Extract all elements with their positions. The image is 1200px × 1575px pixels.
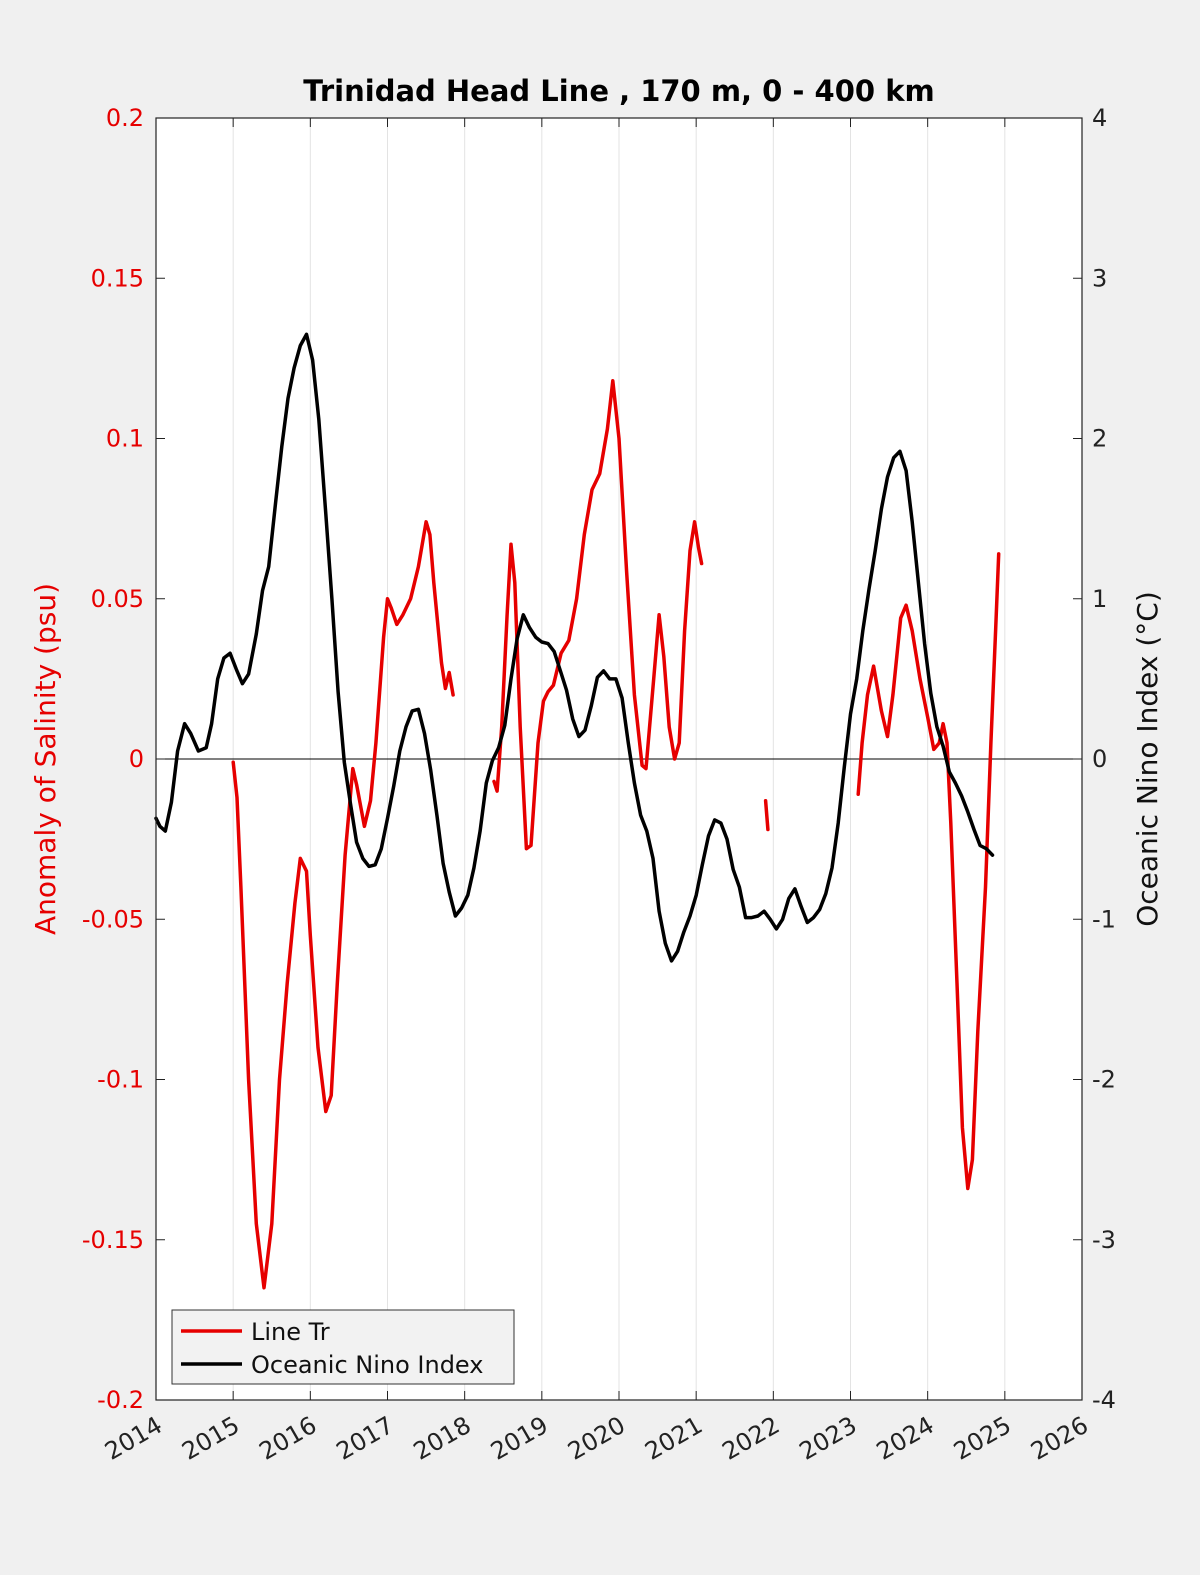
right-axis-label: Oceanic Nino Index (°C)	[1131, 591, 1164, 927]
series-line-tr-segment-0	[231, 520, 455, 1290]
right-tick-label: 4	[1092, 104, 1107, 132]
left-tick-label: -0.15	[82, 1226, 144, 1254]
left-tick-label: 0	[129, 745, 144, 773]
left-tick-label: -0.05	[82, 905, 144, 933]
left-axis-label: Anomaly of Salinity (psu)	[29, 583, 62, 935]
right-tick-label: -1	[1092, 905, 1116, 933]
right-tick-label: -3	[1092, 1226, 1116, 1254]
right-tick-label: 0	[1092, 745, 1107, 773]
chart-title: Trinidad Head Line , 170 m, 0 - 400 km	[303, 74, 934, 108]
right-tick-label: -4	[1092, 1386, 1116, 1414]
left-tick-label: 0.15	[91, 264, 144, 292]
right-axis-ticks: -4 -3 -2 -1 0 1 2 3 4	[1073, 104, 1116, 1414]
legend-label-oni: Oceanic Nino Index	[251, 1351, 483, 1379]
series-oceanic-nino-index	[154, 332, 995, 963]
left-tick-label: -0.2	[97, 1386, 144, 1414]
left-tick-label: 0.2	[106, 104, 144, 132]
left-axis-ticks: -0.2 -0.15 -0.1 -0.05 0 0.05 0.1 0.15 0.2	[82, 104, 165, 1414]
legend: Line Tr Oceanic Nino Index	[171, 1309, 515, 1385]
right-tick-label: -2	[1092, 1066, 1116, 1094]
legend-box	[171, 1309, 515, 1385]
right-tick-label: 2	[1092, 425, 1107, 453]
left-tick-label: 0.05	[91, 585, 144, 613]
series-layer	[154, 332, 1001, 1290]
series-line-tr-segment-2	[763, 798, 770, 832]
left-tick-label: -0.1	[97, 1066, 144, 1094]
legend-label-line-tr: Line Tr	[251, 1318, 330, 1346]
series-line-tr-segment-1	[492, 379, 704, 851]
right-tick-label: 3	[1092, 264, 1107, 292]
series-line-tr-segment-3	[856, 552, 1001, 1191]
right-tick-label: 1	[1092, 585, 1107, 613]
left-tick-label: 0.1	[106, 425, 144, 453]
